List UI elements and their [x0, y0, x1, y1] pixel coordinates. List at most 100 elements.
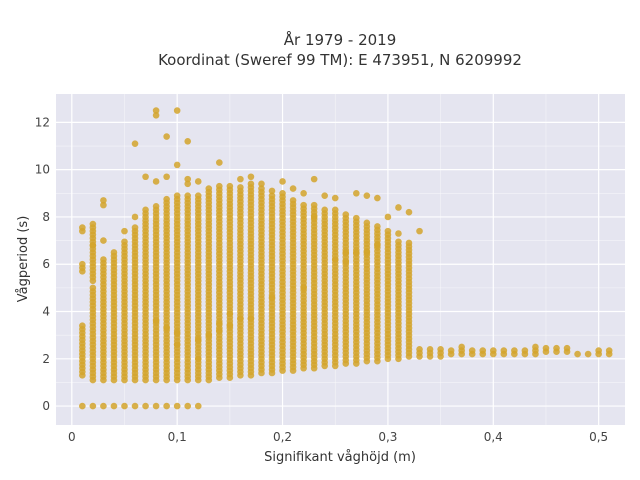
data-point [184, 175, 192, 183]
data-point [184, 180, 192, 188]
data-point [173, 402, 181, 410]
data-point [310, 175, 318, 183]
data-point [353, 214, 360, 222]
data-point [500, 347, 508, 354]
data-point [152, 178, 160, 185]
data-point [142, 173, 149, 181]
data-point [532, 343, 539, 351]
data-point [447, 347, 455, 354]
data-point [89, 220, 97, 228]
data-point [395, 204, 402, 211]
data-point [163, 195, 170, 203]
data-point [395, 230, 402, 237]
data-point [468, 347, 476, 354]
y-tick-label: 8 [42, 210, 50, 224]
data-point [268, 294, 276, 301]
data-point [173, 107, 181, 114]
data-point [247, 315, 255, 322]
data-point [205, 185, 213, 192]
data-point [184, 402, 192, 410]
data-point [100, 201, 107, 209]
data-point [89, 242, 97, 249]
data-point [226, 322, 234, 330]
plot-area [56, 94, 625, 425]
data-point [363, 192, 371, 199]
data-point [258, 180, 265, 188]
data-point [374, 223, 381, 230]
data-point [489, 347, 497, 354]
data-point [521, 347, 529, 354]
data-point [237, 175, 244, 183]
data-point [131, 402, 139, 410]
data-point [152, 111, 160, 119]
data-point [300, 201, 307, 209]
data-point [152, 203, 160, 210]
data-point [152, 402, 160, 410]
data-point [279, 190, 286, 197]
data-point [184, 192, 192, 199]
data-point [89, 284, 97, 292]
data-point [479, 347, 487, 354]
data-point [289, 197, 297, 204]
y-tick-label: 0 [42, 399, 50, 413]
data-point [226, 310, 234, 318]
data-point [258, 185, 265, 192]
data-point [331, 206, 339, 214]
data-point [173, 341, 181, 348]
data-point [300, 190, 307, 197]
data-point [194, 355, 202, 363]
data-point [279, 178, 286, 185]
y-tick-label: 10 [35, 163, 50, 177]
data-point [553, 344, 560, 352]
data-point [163, 324, 170, 332]
chart-subtitle: Koordinat (Sweref 99 TM): E 473951, N 62… [158, 51, 522, 69]
data-point [100, 402, 107, 410]
data-point [173, 329, 181, 337]
data-point [374, 242, 381, 249]
data-point [89, 402, 97, 410]
y-axis-title: Vågperiod (s) [16, 216, 31, 303]
data-point [416, 227, 423, 235]
data-point [216, 159, 223, 166]
data-point [152, 107, 160, 114]
data-point [605, 347, 613, 354]
x-tick-label: 0,4 [484, 430, 503, 444]
data-point [205, 331, 213, 339]
data-point [416, 346, 423, 353]
data-point [574, 350, 581, 358]
data-point [194, 192, 202, 199]
tick-labels: 0 0,1 0,2 0,3 0,4 0,5 0 2 4 6 8 10 12 [35, 115, 608, 444]
chart-title: År 1979 - 2019 [284, 30, 397, 49]
data-point [79, 260, 86, 268]
x-tick-label: 0,2 [273, 430, 292, 444]
data-point [310, 201, 318, 209]
data-point [131, 224, 139, 231]
data-point [226, 182, 234, 190]
data-point [458, 343, 465, 351]
data-point [342, 249, 350, 256]
x-tick-label: 0,3 [378, 430, 397, 444]
data-point [384, 213, 392, 221]
x-axis-title: Signifikant våghöjd (m) [264, 450, 416, 465]
data-point [110, 249, 118, 256]
data-point [321, 206, 328, 214]
y-tick-label: 6 [42, 257, 50, 271]
data-point [163, 402, 170, 410]
data-point [247, 180, 255, 188]
data-point [363, 219, 371, 227]
data-point [100, 256, 107, 263]
data-point [363, 249, 371, 256]
data-point [152, 317, 160, 325]
data-point [310, 213, 318, 221]
data-point [395, 238, 402, 246]
data-point [184, 137, 192, 145]
data-point [163, 173, 170, 181]
data-point [342, 258, 350, 266]
data-point [237, 184, 244, 191]
data-point [216, 327, 223, 334]
data-point [595, 347, 602, 354]
y-tick-label: 2 [42, 352, 50, 366]
data-point [426, 346, 434, 353]
data-point [268, 187, 276, 195]
